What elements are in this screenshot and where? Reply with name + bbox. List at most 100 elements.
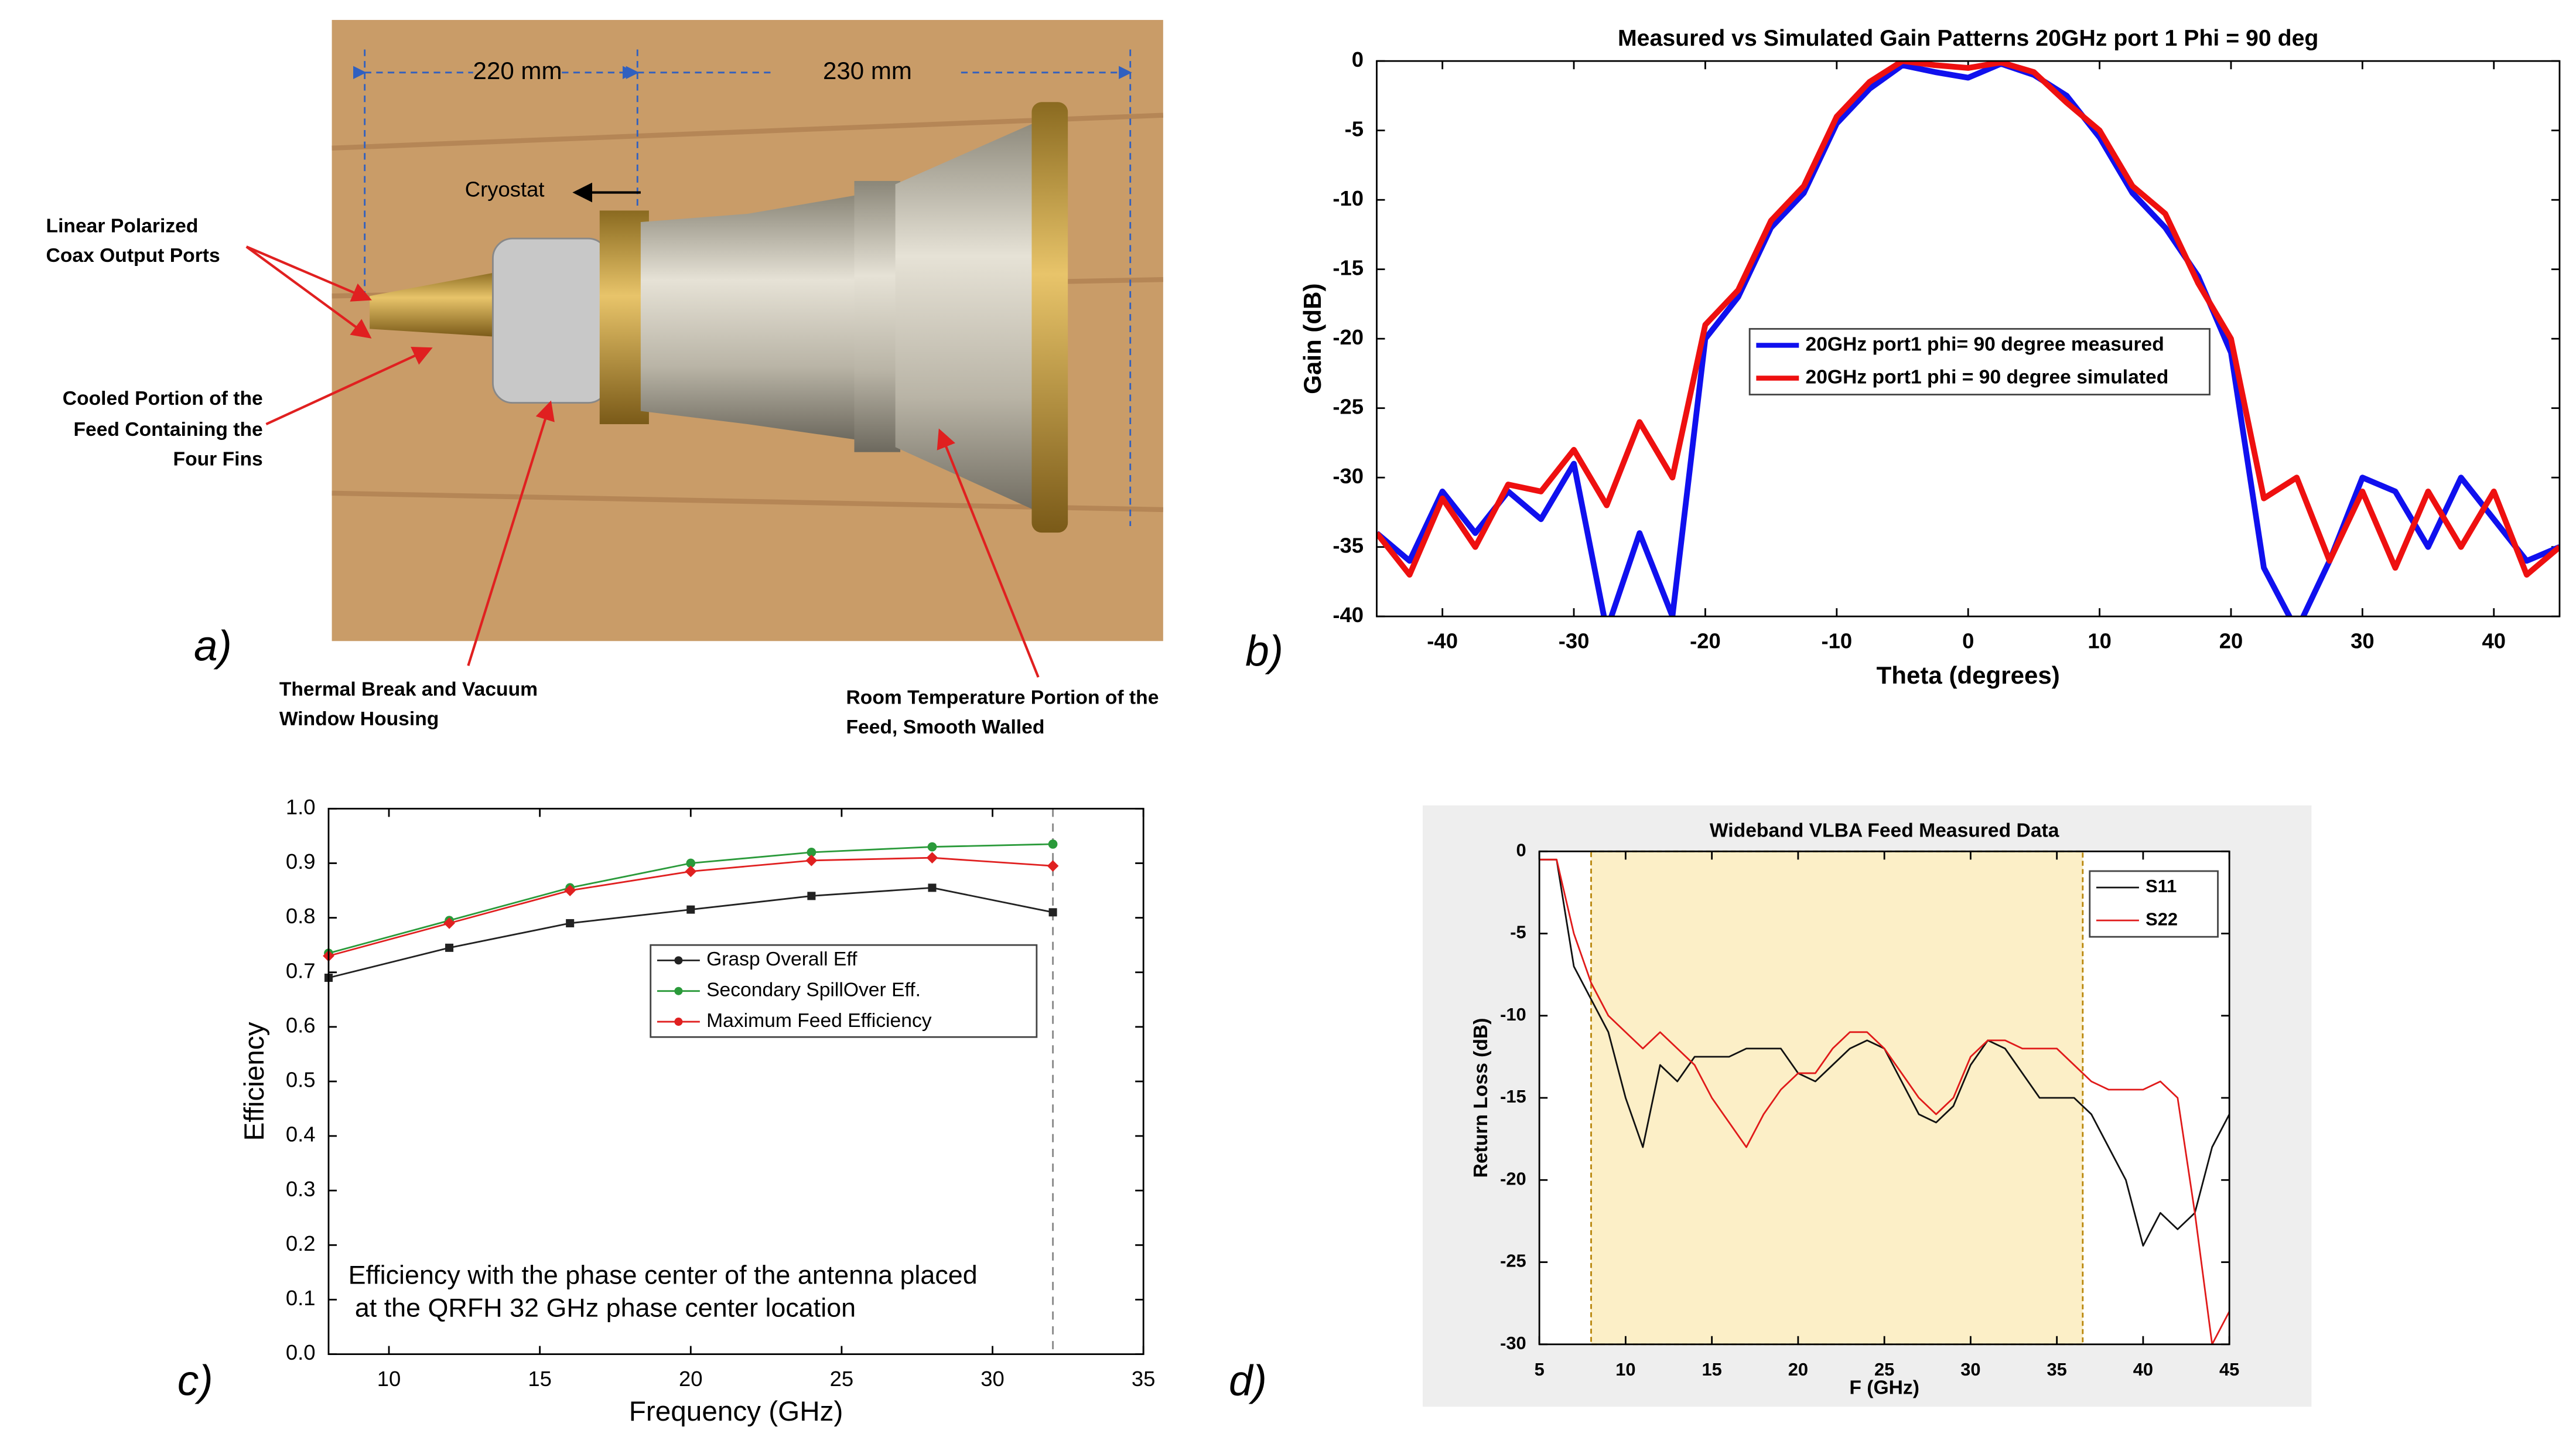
legend-label: Secondary SpillOver Eff. [706, 980, 921, 1001]
photo: 220 mm 230 mm Cryostat Linear Polarized … [46, 20, 1163, 738]
annotation: at the QRFH 32 GHz phase center location [355, 1293, 856, 1323]
x-tick-label: 10 [377, 1367, 401, 1391]
legend-label: Grasp Overall Eff [706, 948, 857, 970]
x-tick-label: 45 [2219, 1359, 2239, 1380]
y-tick-label: -30 [1500, 1333, 1526, 1353]
panel-label: c) [177, 1357, 213, 1404]
y-tick-label: -20 [1500, 1168, 1526, 1189]
y-tick-label: -25 [1500, 1251, 1526, 1271]
chart: 5 10 15 20 25 30 35 40 45 0 -5 -10 -15 -20 -25 -30 Wideb… [1229, 805, 2312, 1407]
horn-ring [854, 180, 901, 452]
arrow [467, 400, 555, 666]
y-tick-label: 0.3 [286, 1177, 316, 1201]
arrow [265, 347, 433, 425]
marker [445, 943, 454, 952]
horn-cone [895, 115, 1052, 518]
annotation: Linear Polarized [46, 215, 199, 237]
annotation: Four Fins [173, 449, 263, 470]
marker [927, 842, 937, 852]
legend-label: S11 [2145, 876, 2177, 896]
plot-frame [1376, 60, 2561, 617]
plot-frame [1538, 850, 2230, 1346]
annotation: Feed, Smooth Walled [846, 716, 1044, 738]
dimension-label: 220 mm [473, 57, 562, 84]
y-tick-label: -10 [1500, 1004, 1526, 1025]
marker [805, 855, 818, 866]
annotation: Feed Containing the [73, 419, 262, 441]
x-tick-label: 20 [1788, 1359, 1808, 1380]
y-tick-label: -20 [1333, 325, 1364, 349]
x-tick-label: 10 [2088, 629, 2112, 653]
window-housing [492, 237, 609, 404]
y-tick-label: -10 [1333, 186, 1364, 210]
y-tick-label: -30 [1333, 464, 1364, 488]
marker [926, 852, 938, 864]
legend-marker [674, 987, 683, 995]
marker [564, 885, 576, 896]
y-tick-label: 0.6 [286, 1013, 316, 1037]
y-tick-label: 0.2 [286, 1231, 316, 1255]
x-tick-label: 35 [1132, 1367, 1156, 1391]
arrow [937, 428, 1040, 678]
x-tick-label: -10 [1821, 629, 1852, 653]
panel-label: b) [1245, 627, 1283, 675]
annotation: Cooled Portion of the [63, 388, 263, 409]
chart-title: Wideband VLBA Feed Measured Data [1710, 820, 2059, 842]
x-tick-label: 30 [980, 1367, 1005, 1391]
plot-frame [327, 807, 1144, 1355]
arrow [245, 245, 372, 339]
chart: 10 15 20 25 30 35 0.0 0.1 0.2 0.3 0.4 0.5 0.6 0.7 0.8 0… [177, 795, 1156, 1427]
annotation: Efficiency with the phase center of the … [349, 1260, 978, 1290]
y-tick-label: -25 [1333, 394, 1364, 418]
legend-label: 20GHz port1 phi = 90 degree simulated [1806, 366, 2169, 388]
legend-box [650, 944, 1038, 1038]
shaded-region [1590, 850, 2084, 1346]
annotation: Thermal Break and Vacuum [279, 678, 538, 700]
marker [807, 892, 816, 900]
legend-label: Maximum Feed Efficiency [706, 1010, 932, 1032]
plot-area [328, 808, 1144, 1354]
legend-marker [674, 956, 683, 965]
legend-marker [674, 1018, 683, 1026]
cooled-feed [370, 271, 501, 337]
series-line [1539, 858, 2230, 1344]
x-axis-label: F (GHz) [1849, 1377, 1919, 1398]
y-tick-label: 0.5 [286, 1068, 316, 1092]
y-tick-label: -15 [1500, 1086, 1526, 1107]
x-tick-label: -40 [1427, 629, 1458, 653]
x-tick-label: 15 [1702, 1359, 1721, 1380]
series-line [1376, 61, 2560, 578]
legend-box [2089, 870, 2219, 938]
horn-aperture [1031, 102, 1068, 533]
y-tick-label: 0.8 [286, 904, 316, 928]
legend-label: S22 [2145, 909, 2178, 929]
x-tick-label: 10 [1615, 1359, 1635, 1380]
marker [1048, 839, 1058, 849]
panel-label: a) [194, 623, 232, 670]
y-axis-label: Gain (dB) [1299, 284, 1326, 394]
x-tick-label: 25 [830, 1367, 854, 1391]
y-axis-label: Return Loss (dB) [1470, 1018, 1492, 1178]
annotation: Coax Output Ports [46, 245, 220, 267]
y-tick-label: 0.1 [286, 1286, 316, 1310]
dimension-label: 230 mm [823, 57, 912, 84]
x-tick-label: 15 [528, 1367, 552, 1391]
y-tick-label: 0 [1352, 47, 1364, 71]
chart-title: Measured vs Simulated Gain Patterns 20GH… [1618, 25, 2318, 51]
x-tick-label: 20 [2219, 629, 2243, 653]
y-axis-label: Efficiency [239, 1022, 270, 1141]
series-line [1376, 61, 2560, 617]
legend-label: 20GHz port1 phi= 90 degree measured [1806, 333, 2164, 355]
panel-label: d) [1229, 1357, 1267, 1404]
y-tick-label: 0.0 [286, 1340, 316, 1364]
x-tick-label: 25 [1874, 1359, 1894, 1380]
marker [443, 917, 455, 929]
marker [686, 905, 695, 914]
marker [928, 883, 937, 892]
x-tick-label: 0 [1962, 629, 1974, 653]
x-axis-label: Theta (degrees) [1877, 661, 2060, 689]
y-tick-label: -5 [1510, 922, 1526, 943]
marker [686, 858, 696, 868]
